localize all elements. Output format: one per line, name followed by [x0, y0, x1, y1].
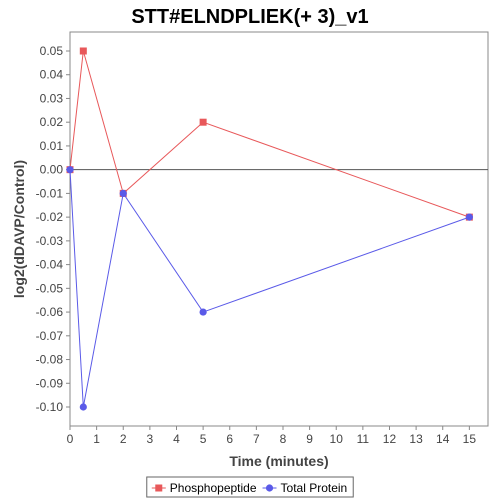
x-axis: 0 1 2 3 4 5 6 7 8 9 10 11 12 13 14 15 [67, 426, 477, 446]
chart-title: STT#ELNDPLIEK(+ 3)_v1 [131, 6, 368, 28]
y-tick-label: 0.01 [40, 139, 64, 153]
x-tick-label: 6 [226, 432, 233, 446]
y-tick-label: -0.09 [36, 376, 64, 390]
x-tick-label: 10 [330, 432, 344, 446]
y-tick-label: -0.04 [36, 258, 64, 272]
data-point-phosphopeptide [79, 47, 87, 55]
data-point-total-protein [66, 166, 74, 174]
y-tick-label: 0.02 [40, 115, 64, 129]
x-tick-label: 15 [463, 432, 477, 446]
x-tick-label: 0 [67, 432, 74, 446]
x-tick-label: 1 [93, 432, 100, 446]
y-tick-label: 0.04 [40, 68, 64, 82]
y-tick-label: -0.01 [36, 186, 64, 200]
x-axis-label: Time (minutes) [229, 453, 328, 469]
y-axis-label: log2(dDAVP/Control) [11, 160, 27, 298]
y-tick-label: -0.05 [36, 281, 64, 295]
legend-box [146, 476, 354, 498]
x-tick-label: 8 [280, 432, 287, 446]
x-tick-label: 4 [173, 432, 180, 446]
data-point-total-protein [465, 213, 473, 221]
y-tick-label: -0.10 [36, 400, 64, 414]
y-tick-label: 0.05 [40, 44, 64, 58]
legend-marker-phosphopeptide [155, 484, 163, 492]
data-point-total-protein [199, 308, 207, 316]
x-tick-label: 13 [409, 432, 423, 446]
y-tick-label: -0.03 [36, 234, 64, 248]
y-axis: 0.05 0.04 0.03 0.02 0.01 0.00 -0.01 -0.02 -0.03 -… [36, 44, 70, 414]
y-tick-label: 0.03 [40, 91, 64, 105]
y-tick-label: -0.07 [36, 329, 64, 343]
legend-marker-total-protein [265, 484, 274, 492]
data-point-total-protein [79, 403, 87, 411]
x-tick-label: 7 [253, 432, 260, 446]
legend: Phosphopeptide Total Protein [146, 476, 354, 498]
x-tick-label: 2 [120, 432, 127, 446]
data-point-total-protein [119, 189, 127, 197]
y-tick-label: 0.00 [40, 163, 64, 177]
y-tick-label: -0.02 [36, 210, 64, 224]
legend-label-phosphopeptide: Phosphopeptide [170, 481, 257, 495]
plot-area [69, 31, 489, 427]
x-tick-label: 12 [383, 432, 397, 446]
x-tick-label: 14 [436, 432, 450, 446]
data-point-phosphopeptide [199, 118, 207, 126]
legend-label-total-protein: Total Protein [281, 481, 348, 495]
y-tick-label: -0.08 [36, 353, 64, 367]
x-tick-label: 11 [357, 432, 370, 446]
x-tick-label: 5 [200, 432, 207, 446]
x-tick-label: 3 [147, 432, 154, 446]
y-tick-label: -0.06 [36, 305, 64, 319]
x-tick-label: 9 [306, 432, 313, 446]
series-layer [66, 47, 473, 411]
